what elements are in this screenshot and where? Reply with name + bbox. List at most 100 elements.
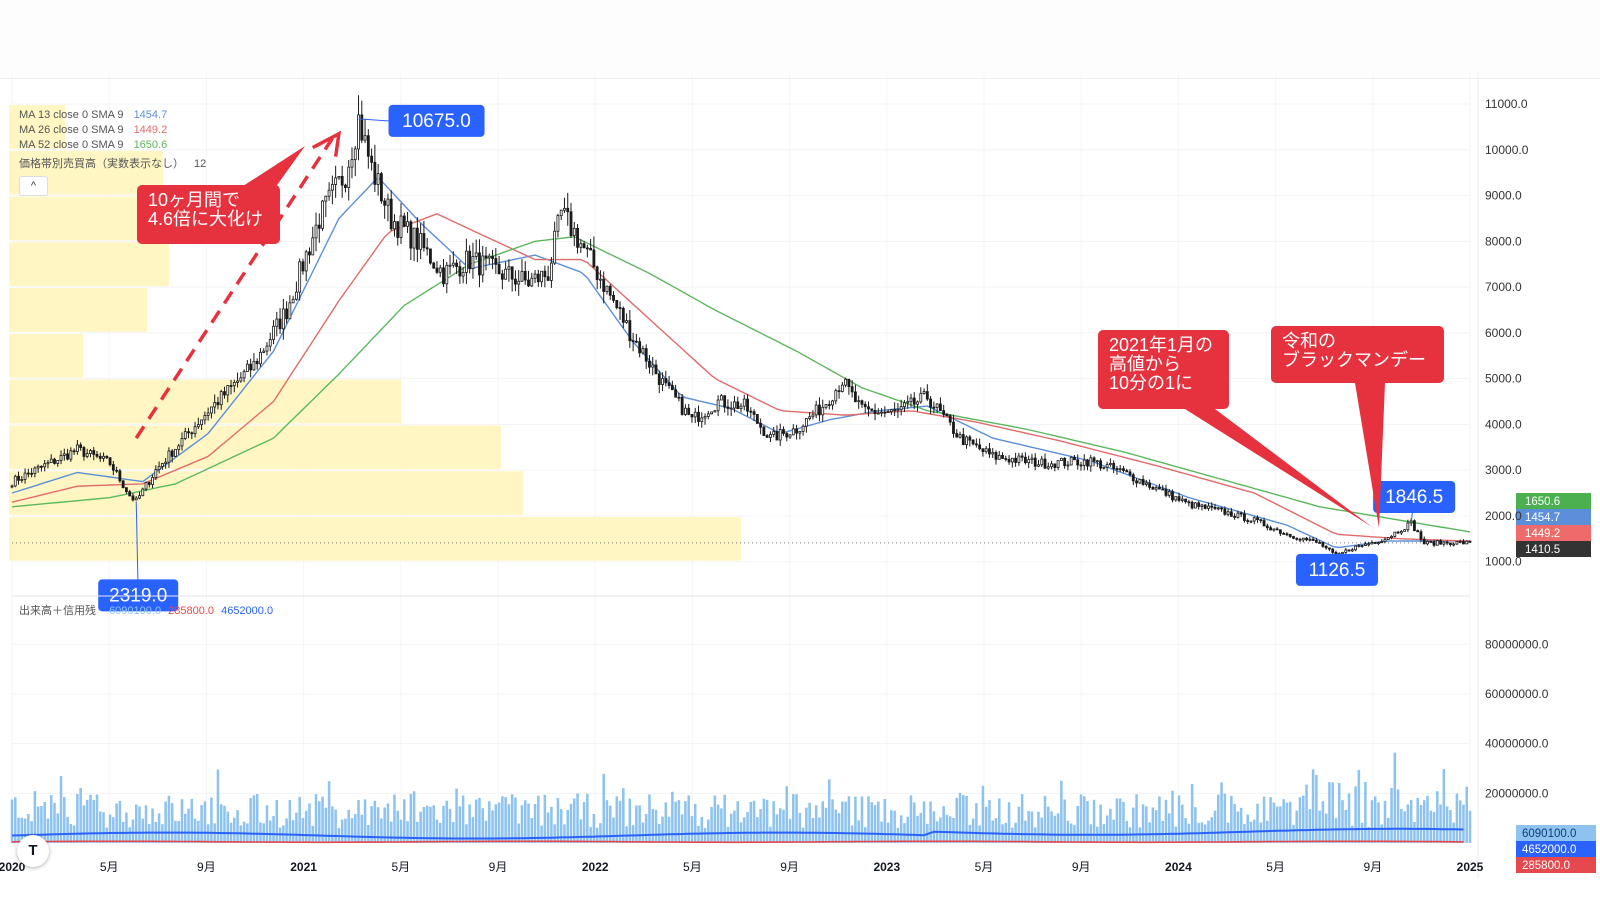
candle-body [948, 415, 952, 423]
candlesticks [10, 95, 1472, 557]
volume-bar [98, 811, 102, 843]
volume-bar [1233, 803, 1236, 843]
candle-body [438, 267, 442, 273]
volume-bar [952, 817, 955, 843]
candle-body [991, 452, 995, 455]
candle-body [971, 439, 975, 445]
legend-ma52[interactable]: MA 52 close 0 SMA 9 1650.6 [19, 139, 167, 151]
candle-body [232, 382, 236, 387]
volume-bar [896, 827, 900, 843]
volume-bar [988, 800, 991, 843]
candle-body [1180, 498, 1184, 501]
candle-body [729, 407, 733, 410]
candle-body [311, 237, 315, 256]
volume-bar [805, 807, 808, 843]
volume-bar [1151, 807, 1155, 843]
volume-bar [1390, 788, 1393, 843]
candle-body [657, 373, 661, 385]
candle-body [599, 278, 602, 281]
candle-body [533, 273, 537, 279]
legend-ma26[interactable]: MA 26 close 0 SMA 9 1449.2 [19, 124, 167, 136]
volume-bar [1465, 786, 1469, 843]
candle-body [17, 475, 20, 481]
volume-bar [386, 803, 390, 843]
candle-body [376, 173, 380, 185]
candle-body [1220, 507, 1223, 510]
candle-body [301, 261, 305, 272]
candle-body [1236, 512, 1240, 518]
candle-body [527, 279, 530, 287]
volume-bar [831, 799, 834, 843]
candle-body [321, 200, 324, 229]
volume-bar [1167, 813, 1171, 843]
volume-bar [1279, 806, 1282, 843]
legend-ma13[interactable]: MA 13 close 0 SMA 9 1454.7 [19, 109, 167, 121]
volume-bar [746, 812, 749, 843]
volume-bar [134, 804, 138, 843]
candle-body [1079, 464, 1083, 467]
volume-bar [893, 810, 896, 843]
volume-bar [438, 822, 442, 843]
candle-body [448, 264, 452, 267]
candle-body [1256, 517, 1259, 521]
candle-body [1118, 468, 1122, 471]
candle-body [373, 161, 377, 185]
volume-bar [1161, 821, 1164, 843]
time-tick-label: 9月 [1363, 860, 1382, 874]
candle-body [595, 266, 599, 280]
candle-body [873, 409, 877, 415]
volume-bar [1341, 800, 1344, 843]
volume-bar [1118, 798, 1122, 843]
candle-body [1177, 496, 1181, 501]
volume-bar [785, 786, 789, 843]
volume-bar [687, 795, 690, 843]
candle-body [291, 298, 295, 304]
volume-bar [180, 799, 184, 843]
candle-body [455, 262, 459, 267]
top-toolbar-band [0, 0, 1600, 79]
candle-body [844, 378, 848, 386]
candle-body [154, 469, 158, 478]
candle-body [429, 248, 432, 264]
tradingview-logo-icon[interactable]: T [17, 835, 49, 867]
volume-bar [693, 803, 697, 843]
candle-body [664, 378, 668, 384]
candle-body [1046, 466, 1050, 469]
volume-bar [425, 805, 429, 843]
volume-bar [903, 823, 906, 843]
volume-profile-bar [9, 288, 147, 332]
volume-bar [736, 801, 740, 843]
candle-body [468, 250, 472, 270]
legend-volume-profile[interactable]: 価格帯別売買高（実数表示なし） 12 [19, 155, 206, 171]
axes: 1000.0 2000.0 3000.0 4000.0 5000.0 6000.0 7000… [0, 72, 1549, 878]
volume-bar [301, 817, 305, 843]
volume-bar [1269, 797, 1272, 843]
candle-body [167, 450, 171, 463]
legend-volume-panel[interactable]: 出来高＋信用残 6090100.0 285800.0 4652000.0 [19, 602, 273, 618]
volume-bar [357, 799, 360, 843]
candle-body [1095, 460, 1099, 463]
volume-bar [932, 811, 936, 843]
volume-bar [1275, 806, 1279, 843]
volume-bar [1056, 813, 1060, 843]
candle-body [458, 266, 462, 277]
candle-body [1190, 501, 1194, 509]
volume-bar [778, 808, 782, 843]
candle-body [1285, 533, 1289, 536]
volume-bar [635, 805, 638, 843]
collapse-legend-button[interactable]: ^ [19, 176, 48, 196]
candle-body [160, 463, 164, 467]
volume-bar [321, 796, 324, 843]
candle-body [1158, 487, 1161, 490]
candle-body [49, 458, 53, 464]
candle-body [229, 385, 233, 387]
volume-bar [1449, 810, 1452, 843]
candle-body [857, 400, 861, 403]
time-tick-label: 2025 [1457, 860, 1484, 874]
candle-body [1416, 530, 1420, 533]
volume-bar [860, 796, 864, 843]
candle-body [334, 177, 338, 185]
candle-body [742, 398, 746, 407]
volume-bar [772, 801, 775, 843]
